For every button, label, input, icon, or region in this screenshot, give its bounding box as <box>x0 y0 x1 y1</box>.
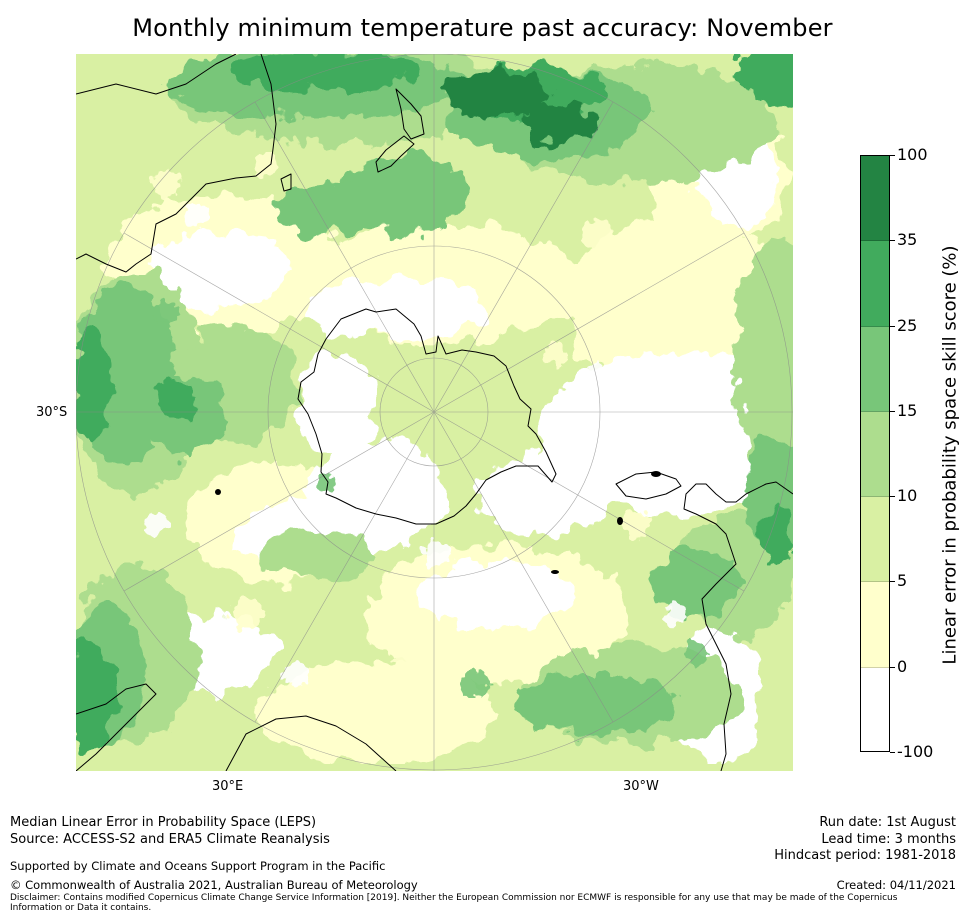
colorbar-bin <box>861 667 889 751</box>
antarctica-coast <box>297 308 557 525</box>
graticule <box>76 54 793 771</box>
skill-field-speckle <box>144 152 731 698</box>
colorbar-bin <box>861 582 889 668</box>
colorbar <box>860 155 890 752</box>
colorbar-bin <box>861 326 889 412</box>
colorbar-title: Linear error in probability space skill … <box>939 245 961 665</box>
new-zealand-north-coast <box>395 88 425 140</box>
colorbar-bin <box>861 156 889 242</box>
colorbar-tick <box>890 325 895 327</box>
footer-created: Created: 04/11/2021 <box>836 878 956 892</box>
colorbar-tick <box>890 752 895 753</box>
lat-label-30s: 30°S <box>36 405 68 420</box>
colorbar-bin <box>861 241 889 327</box>
new-zealand-south-coast <box>375 135 415 173</box>
map-canvas <box>76 54 793 771</box>
colorbar-bin <box>861 411 889 498</box>
polar-map <box>76 54 793 771</box>
chart-title: Monthly minimum temperature past accurac… <box>132 14 833 42</box>
colorbar-tick-label: 15 <box>897 400 918 420</box>
lon-label-30w: 30°W <box>623 779 659 794</box>
footer-leps: Median Linear Error in Probability Space… <box>10 815 317 830</box>
south-america-coast <box>683 481 793 771</box>
colorbar-tick <box>890 240 895 242</box>
colorbar-tick-label: 25 <box>897 315 918 335</box>
colorbar-tick-label: 10 <box>897 486 918 506</box>
colorbar-bin <box>861 497 889 583</box>
australia-coast <box>76 54 277 273</box>
small-islands <box>215 471 661 574</box>
footer-hindcast: Hindcast period: 1981-2018 <box>774 848 956 863</box>
tasmania-coast <box>280 173 292 192</box>
colorbar-tick <box>890 155 895 156</box>
colorbar-tick <box>890 496 895 498</box>
colorbar-tick <box>890 581 895 583</box>
lon-label-30e: 30°E <box>212 779 244 794</box>
south-atlantic-islands <box>615 471 682 500</box>
footer-disclaimer: Disclaimer: Contains modified Copernicus… <box>10 893 898 913</box>
colorbar-tick <box>890 410 895 412</box>
africa-coast <box>76 683 397 771</box>
colorbar-tick-label: 0 <box>897 656 908 676</box>
footer-support: Supported by Climate and Oceans Support … <box>10 859 386 873</box>
colorbar-tick <box>890 666 895 668</box>
footer-run-date: Run date: 1st August <box>819 815 956 830</box>
coastlines <box>76 54 793 771</box>
footer-source: Source: ACCESS-S2 and ERA5 Climate Reana… <box>10 832 330 847</box>
colorbar-tick-label: -100 <box>897 742 934 761</box>
colorbar-tick-label: 5 <box>897 571 908 591</box>
skill-field <box>76 54 793 764</box>
colorbar-tick-label: 35 <box>897 230 918 250</box>
footer-lead-time: Lead time: 3 months <box>821 832 956 847</box>
colorbar-tick-label: 100 <box>897 145 928 164</box>
footer-copyright: © Commonwealth of Australia 2021, Austra… <box>10 878 418 892</box>
